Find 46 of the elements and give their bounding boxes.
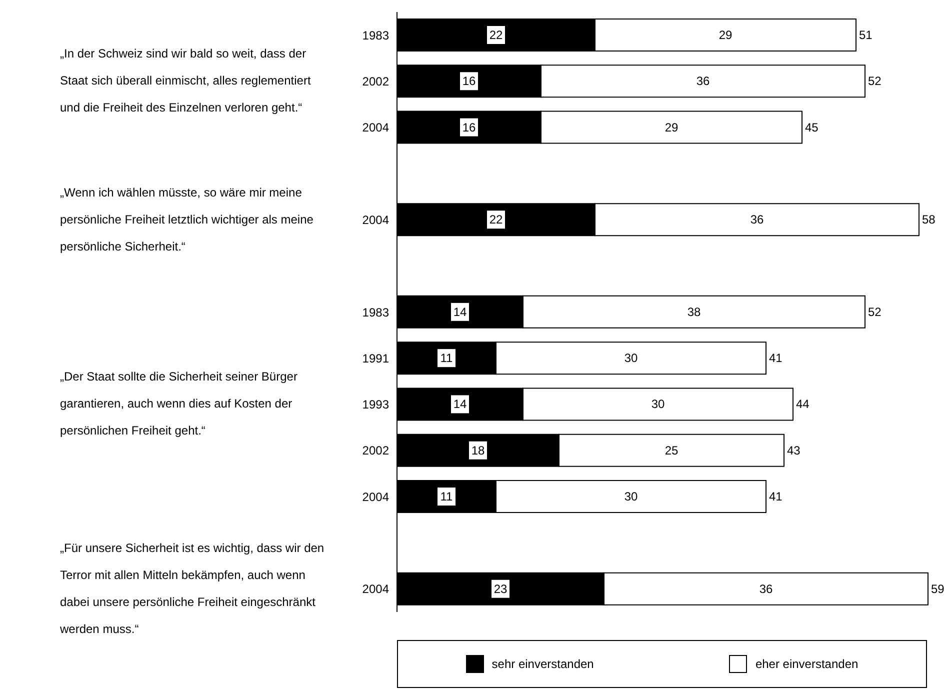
- data-label: 23: [494, 582, 508, 596]
- total-label: 41: [769, 351, 783, 366]
- total-label: 52: [868, 74, 882, 88]
- y-tick-label: 2004: [362, 212, 390, 227]
- y-tick-label: 2002: [362, 444, 390, 458]
- data-label: 36: [759, 582, 773, 596]
- data-label: 22: [489, 212, 503, 227]
- data-label: 14: [453, 304, 467, 319]
- text: „Der Staat sollte die Sicherheit seiner Bürger garantieren, auch wenn dies auf Kosten der persönlichen Freiheit geht.“: [60, 368, 298, 440]
- data-label: 30: [651, 397, 665, 412]
- data-label: 16: [462, 120, 476, 134]
- data-label: 29: [664, 120, 678, 134]
- y-tick-label: 1983: [362, 28, 390, 42]
- data-label: 29: [718, 28, 732, 42]
- total-label: 52: [868, 304, 882, 319]
- y-tick-label: 1983: [362, 305, 390, 320]
- y-tick-label: 2004: [362, 582, 390, 596]
- y-tick-label: 1991: [362, 351, 390, 366]
- data-label: 22: [489, 28, 503, 42]
- data-label: 38: [687, 304, 701, 319]
- data-label: 11: [440, 490, 454, 504]
- data-label: 36: [696, 74, 710, 88]
- data-label: 11: [440, 351, 454, 366]
- total-label: 58: [922, 212, 936, 227]
- data-label: 14: [453, 397, 467, 412]
- data-label: 30: [624, 351, 638, 366]
- data-label: 16: [462, 74, 476, 88]
- text: „In der Schweiz sind wir bald so weit, dass der Staat sich überall einmischt, alles reglementiert und die Freiheit des Einzelnen verloren geht.“: [60, 46, 312, 117]
- y-tick-label: 2002: [362, 74, 390, 88]
- data-label: 30: [624, 490, 638, 504]
- total-label: 43: [787, 443, 801, 458]
- total-label: 44: [796, 397, 810, 412]
- data-label: 25: [664, 443, 678, 458]
- total-label: 41: [769, 490, 783, 504]
- data-label: 18: [471, 443, 485, 458]
- data-label: 36: [750, 212, 764, 227]
- text: „Wenn ich wählen müsste, so wäre mir meine persönliche Freiheit letztlich wichtiger als meine persönliche Sicherheit.“: [60, 184, 314, 256]
- total-label: 51: [859, 28, 873, 42]
- total-label: 59: [931, 582, 945, 596]
- legend-label: eher einverstanden: [755, 657, 858, 671]
- y-tick-label: 1993: [362, 398, 390, 412]
- total-label: 45: [805, 120, 819, 134]
- legend-label: sehr einverstanden: [492, 657, 594, 671]
- y-tick-label: 2004: [362, 120, 390, 135]
- y-tick-label: 2004: [362, 490, 390, 504]
- text: „Für unsere Sicherheit ist es wichtig, dass wir den Terror mit allen Mitteln bekämpfen, auch wenn dabei unsere persönliche Freiheit eingeschränkt werden muss.“: [60, 540, 326, 638]
